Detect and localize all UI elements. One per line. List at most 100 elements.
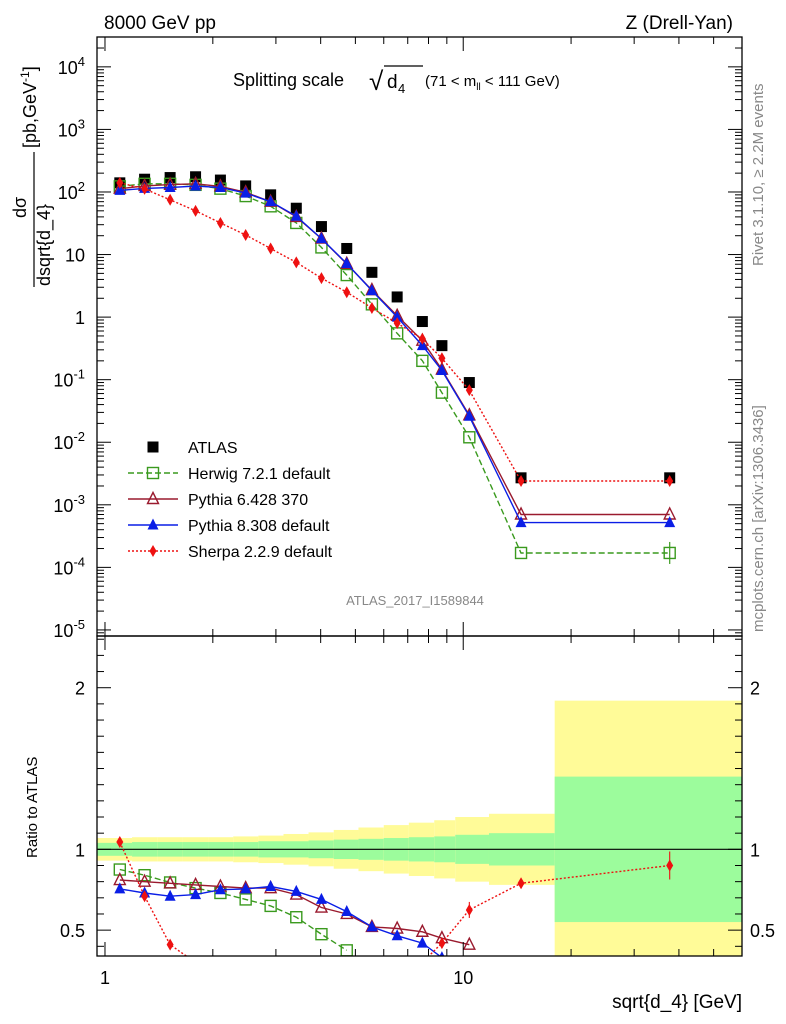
ratio-point-pythia-8-308-default <box>214 883 226 895</box>
main-point-herwig-7-2-1-default <box>463 431 476 444</box>
ratio-point-pythia-8-308-default <box>290 884 302 896</box>
plot-title: Splitting scale √ d 4 (71 < mll < 111 Ge… <box>233 65 560 96</box>
ratio-panel: 1 10 0.5 0.5 1 1 2 2 <box>60 635 775 988</box>
y-tick-label: 103 <box>58 116 85 140</box>
x-tick-label: 10 <box>453 968 473 988</box>
legend-marker <box>149 545 157 557</box>
legend: ATLAS Herwig 7.2.1 default Pythia 6.428 37… <box>128 440 333 561</box>
y-tick-label: 102 <box>58 179 85 203</box>
header-left: 8000 GeV pp <box>104 13 216 34</box>
ratio-point-pythia-6-428-370 <box>415 923 429 937</box>
ylabel-units: [pb,GeV <box>20 82 40 148</box>
main-point-pythia-8-308-default <box>164 180 176 192</box>
ylabel-num: dσ <box>10 197 30 218</box>
main-point-sherpa-2-2-9-default <box>192 204 200 217</box>
title-cut-sub: ll <box>476 82 480 93</box>
legend-item-pythia-6-428-370: Pythia 6.428 370 <box>128 490 308 509</box>
ratio-point-pythia-8-308-default <box>164 889 176 901</box>
ratio-point-sherpa-2-2-9-default <box>116 836 124 849</box>
title-var: d <box>387 72 398 93</box>
x-tick-label: 1 <box>100 968 110 988</box>
main-ylabel: dσ dsqrt{d_4} [pb,GeV-1] <box>10 66 55 287</box>
title-main: Splitting scale <box>233 70 344 90</box>
svg-text:[pb,GeV-1]: [pb,GeV-1] <box>18 66 40 148</box>
y-tick-label: 10-3 <box>53 492 85 516</box>
main-point-atlas <box>366 266 378 278</box>
main-point-sherpa-2-2-9-default <box>666 475 674 488</box>
ratio-line-herwig-7-2-1-default <box>119 868 348 951</box>
ratio-point-herwig-7-2-1-default <box>239 893 252 906</box>
y-tick-label: 104 <box>58 54 85 78</box>
main-data <box>113 171 677 564</box>
legend-label: ATLAS <box>188 440 238 457</box>
ratio-point-pythia-8-308-default <box>366 920 378 932</box>
ratio-point-pythia-8-308-default <box>240 882 252 894</box>
main-point-pythia-8-308-default <box>463 409 475 421</box>
main-point-pythia-8-308-default <box>240 186 252 198</box>
ratio-point-pythia-8-308-default <box>265 880 277 892</box>
ratio-series-pythia-8-308-default <box>114 880 445 956</box>
ratio-point-sherpa-2-2-9-default <box>166 938 174 951</box>
ratio-point-herwig-7-2-1-default <box>340 944 353 956</box>
main-point-pythia-8-308-default <box>515 516 527 528</box>
ratio-series-sherpa-2-2-9-default <box>116 836 674 968</box>
y-tick-label: 10 <box>65 246 85 266</box>
ratio-y-tick-label-right: 0.5 <box>750 921 775 941</box>
ratio-point-sherpa-2-2-9-default <box>438 937 446 950</box>
main-point-sherpa-2-2-9-default <box>438 352 446 365</box>
main-point-sherpa-2-2-9-default <box>465 384 473 397</box>
title-var-sub: 4 <box>398 81 405 96</box>
main-point-sherpa-2-2-9-default <box>141 182 149 195</box>
title-cut-open: (71 < m <box>425 73 476 90</box>
ratio-point-pythia-8-308-default <box>114 882 126 894</box>
main-point-atlas <box>436 340 448 352</box>
main-point-herwig-7-2-1-default <box>435 386 449 399</box>
main-point-sherpa-2-2-9-default <box>116 176 124 189</box>
main-point-sherpa-2-2-9-default <box>216 216 224 229</box>
svg-text:(71 < mll < 111 GeV): (71 < mll < 111 GeV) <box>425 73 560 93</box>
legend-item-pythia-8-308-default: Pythia 8.308 default <box>128 518 330 535</box>
main-line-sherpa-2-2-9-default <box>119 182 670 482</box>
ratio-point-pythia-6-428-370 <box>314 899 329 913</box>
main-point-sherpa-2-2-9-default <box>242 229 250 242</box>
ratio-point-pythia-8-308-default <box>341 905 353 917</box>
ratio-point-sherpa-2-2-9-default <box>141 890 149 903</box>
ratio-line-pythia-8-308-default <box>119 885 441 956</box>
legend-item-atlas: ATLAS <box>147 440 238 457</box>
main-point-atlas <box>416 316 428 328</box>
main-point-pythia-8-308-default <box>190 179 202 191</box>
main-point-pythia-8-308-default <box>214 180 226 192</box>
legend-marker <box>147 441 159 453</box>
legend-label: Pythia 8.308 default <box>188 518 330 535</box>
legend-item-herwig-7-2-1-default: Herwig 7.2.1 default <box>128 466 331 483</box>
ratio-ylabel: Ratio to ATLAS <box>24 757 41 858</box>
legend-label: Sherpa 2.2.9 default <box>188 544 333 561</box>
main-point-pythia-8-308-default <box>265 195 277 207</box>
main-point-atlas <box>290 202 302 214</box>
main-point-pythia-8-308-default <box>366 284 378 296</box>
svg-text:Splitting scale: Splitting scale <box>233 70 344 90</box>
main-panel: 10-5 10-4 10-3 10-2 10-1 1 10 102 103 104 <box>53 36 743 641</box>
main-point-atlas <box>463 377 475 389</box>
main-point-herwig-7-2-1-default <box>514 546 528 560</box>
main-point-pythia-8-308-default <box>341 256 353 268</box>
ratio-point-pythia-6-428-370 <box>163 875 177 889</box>
ratio-point-pythia-8-308-default <box>391 929 403 941</box>
legend-marker <box>146 466 160 480</box>
rivet-label: Rivet 3.1.10, ≥ 2.2M events <box>750 84 767 267</box>
ratio-point-herwig-7-2-1-default <box>264 899 277 913</box>
legend-marker <box>146 490 160 505</box>
ratio-point-pythia-6-428-370 <box>462 936 476 950</box>
ratio-point-sherpa-2-2-9-default <box>192 956 199 968</box>
main-point-pythia-8-308-default <box>436 364 448 376</box>
main-line-pythia-6-428-370 <box>119 183 670 516</box>
main-point-herwig-7-2-1-default <box>340 268 353 282</box>
mcplots-label: mcplots.cern.ch [arXiv:1306.3436] <box>750 405 767 632</box>
ratio-y-tick-label: 1 <box>75 840 85 860</box>
main-series-sherpa-2-2-9-default <box>116 176 674 488</box>
legend-label: Pythia 6.428 370 <box>188 492 308 509</box>
y-tick-label: 10-5 <box>53 617 85 641</box>
main-point-herwig-7-2-1-default <box>416 354 429 368</box>
main-point-sherpa-2-2-9-default <box>368 301 376 314</box>
main-point-atlas <box>315 221 327 233</box>
